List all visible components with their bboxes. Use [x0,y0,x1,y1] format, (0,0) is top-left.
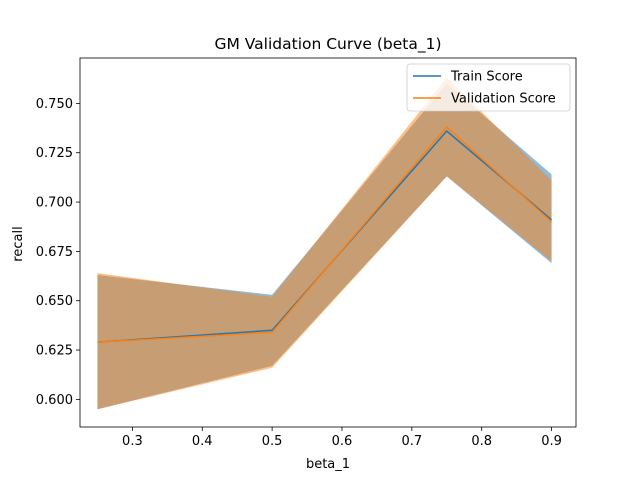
y-tick-label-1: 0.625 [36,344,73,359]
y-tick-label-6: 0.750 [36,97,73,112]
x-tick-label-5: 0.8 [471,434,492,449]
series-lines [97,125,553,343]
line-series-1 [97,125,553,343]
band-series-1 [97,77,552,410]
x-tick-label-0: 0.3 [122,434,143,449]
y-axis-label: recall [11,226,26,261]
y-tick-label-0: 0.600 [36,393,73,408]
confidence-bands [97,77,552,410]
x-axis-label: beta_1 [306,457,350,472]
y-tick-label-5: 0.725 [36,146,73,161]
legend-entry-1: Validation Score [451,92,556,107]
legend: Train Score Validation Score [406,63,571,112]
y-tick-label-3: 0.675 [36,245,73,260]
legend-box [406,63,571,112]
chart-title: GM Validation Curve (beta_1) [214,35,441,54]
legend-entry-0: Train Score [450,70,523,85]
y-axis: 0.600 0.625 0.650 0.675 0.700 0.725 0.750 [36,97,80,408]
y-tick-label-2: 0.650 [36,294,73,309]
x-tick-label-3: 0.6 [332,434,353,449]
x-tick-label-4: 0.7 [401,434,422,449]
y-tick-label-4: 0.700 [36,196,73,211]
x-tick-label-6: 0.9 [541,434,562,449]
plot-frame [79,57,577,428]
x-tick-label-2: 0.5 [262,434,283,449]
x-tick-label-1: 0.4 [192,434,213,449]
x-axis: 0.3 0.4 0.5 0.6 0.7 0.8 0.9 [122,427,562,449]
